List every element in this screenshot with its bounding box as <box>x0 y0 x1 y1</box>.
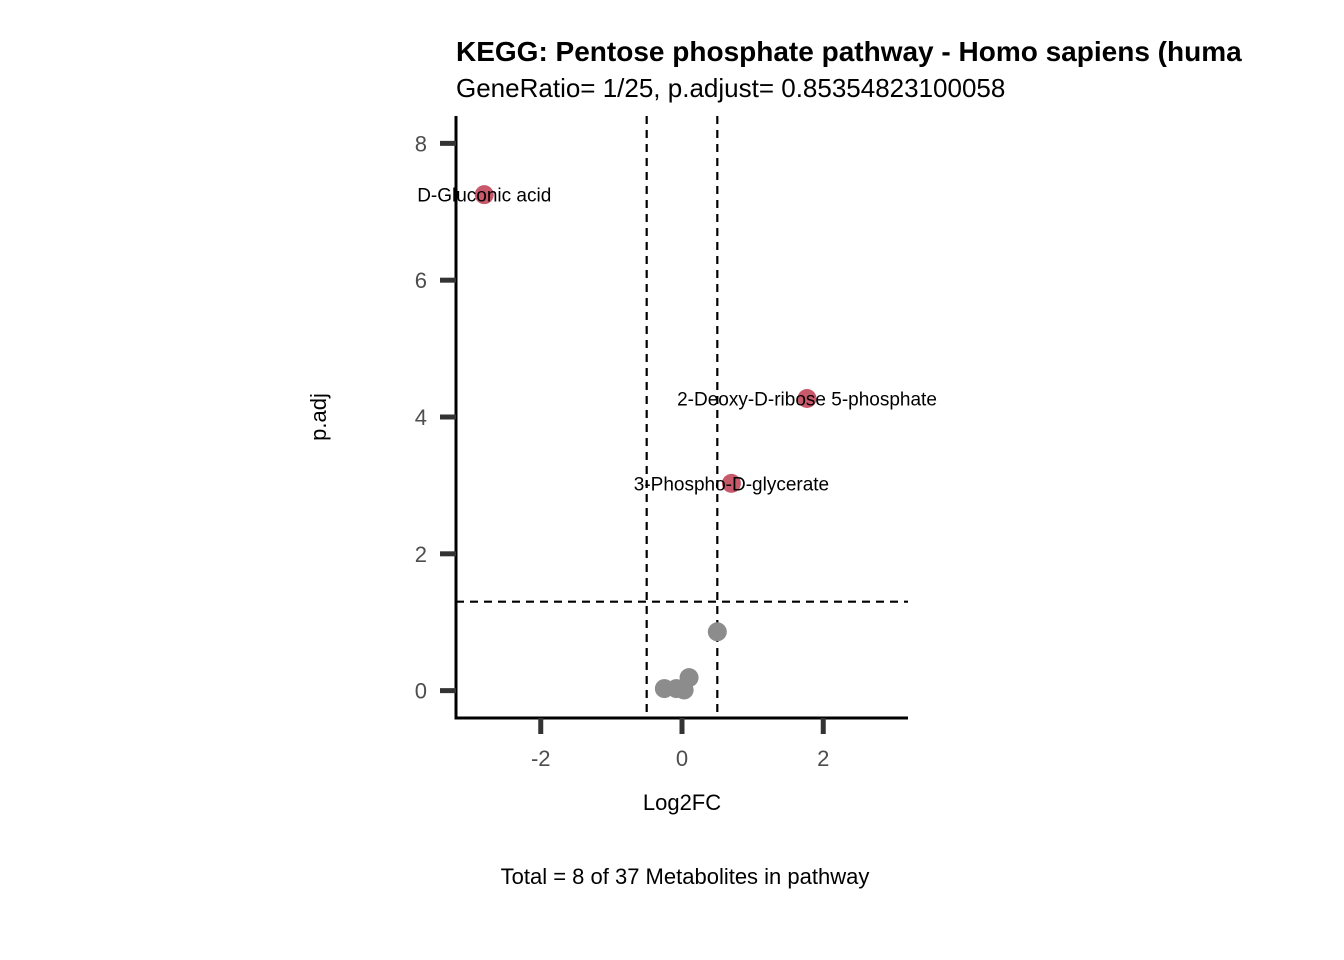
data-point-1 <box>797 389 817 409</box>
y-tick-label: 8 <box>415 131 427 156</box>
chart-title: KEGG: Pentose phosphate pathway - Homo s… <box>456 36 1242 67</box>
x-tick-label: 0 <box>676 746 688 771</box>
axes: 0 2 4 6 8 -2 0 2 <box>415 116 908 771</box>
chart-caption: Total = 8 of 37 Metabolites in pathway <box>501 864 870 889</box>
data-point-3 <box>707 622 727 642</box>
point-label-0: D-Gluconic acid <box>417 186 551 207</box>
x-tick-label: 2 <box>817 746 829 771</box>
x-tick-label: -2 <box>531 746 551 771</box>
chart-subtitle: GeneRatio= 1/25, p.adjust= 0.85354823100… <box>456 73 1005 103</box>
y-tick-label: 0 <box>415 679 427 704</box>
data-points <box>474 185 817 700</box>
data-point-2 <box>721 473 741 493</box>
y-axis-label: p.adj <box>306 393 331 441</box>
data-point-7 <box>674 680 694 700</box>
y-tick-label: 6 <box>415 268 427 293</box>
point-label-1: 2-Deoxy-D-ribose 5-phosphate <box>677 390 937 411</box>
x-axis-label: Log2FC <box>643 790 721 815</box>
y-tick-label: 2 <box>415 542 427 567</box>
point-label-2: 3-Phospho-D-glycerate <box>634 474 829 495</box>
point-labels: D-Gluconic acid 2-Deoxy-D-ribose 5-phosph… <box>417 186 937 496</box>
data-point-0 <box>474 185 494 205</box>
y-tick-label: 4 <box>415 405 427 430</box>
threshold-lines <box>456 116 908 718</box>
